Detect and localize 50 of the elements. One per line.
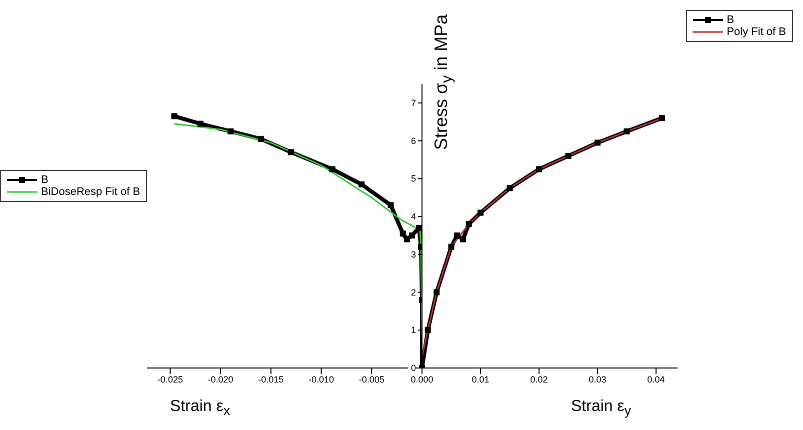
- point: [565, 152, 572, 159]
- point: [434, 289, 440, 296]
- line-series: [173, 123, 422, 335]
- point: [536, 166, 542, 172]
- point: [404, 236, 410, 242]
- x-axis-title: Strain ε$_{y}$: [571, 398, 632, 418]
- point: [400, 230, 406, 237]
- point: [288, 149, 294, 156]
- point: [624, 128, 630, 134]
- y-tick-label: 0: [410, 363, 416, 373]
- point: [171, 113, 178, 120]
- point: [594, 140, 601, 146]
- x-tick-label: -0.010: [308, 374, 334, 384]
- y-tick-label: 2: [410, 287, 416, 298]
- legend-label: B: [41, 174, 48, 186]
- legend-label: Poly Fit of B: [726, 26, 786, 38]
- y-tick-label: 4: [410, 212, 416, 222]
- point: [658, 115, 665, 122]
- point: [197, 120, 204, 127]
- point: [448, 244, 454, 250]
- x-tick-label: 0.02: [530, 374, 548, 384]
- y-tick-label: 1: [410, 325, 416, 336]
- point: [416, 224, 422, 231]
- x-tick-label: -0.005: [358, 374, 384, 384]
- x-tick-label: 0.01: [472, 374, 490, 384]
- point: [358, 181, 365, 188]
- point: [388, 202, 394, 208]
- legend-label: B: [726, 14, 734, 26]
- point: [454, 232, 460, 238]
- x-axis-title: Strain ε$_{x}$: [170, 398, 230, 418]
- x-tick-label: -0.020: [208, 374, 234, 384]
- point: [466, 221, 472, 228]
- x-tick-label: 0.03: [588, 374, 606, 384]
- x-tick-label: -0.025: [157, 374, 183, 384]
- x-tick-label: 0.000: [410, 374, 434, 384]
- x-tick-label: 0.04: [647, 374, 665, 384]
- y-tick-label: 6: [410, 136, 416, 146]
- point: [424, 327, 431, 334]
- point: [329, 166, 336, 172]
- point: [258, 136, 264, 142]
- point: [408, 232, 415, 238]
- point: [228, 128, 234, 134]
- x-tick-label: -0.015: [258, 374, 284, 384]
- y-tick-label: 3: [410, 249, 416, 260]
- point: [460, 236, 466, 242]
- y-tick-label: 7: [410, 98, 416, 108]
- y-tick-label: 5: [410, 174, 416, 184]
- point: [506, 185, 513, 192]
- point: [478, 210, 484, 216]
- legend-label: BiDoseResp Fit of B: [41, 186, 140, 198]
